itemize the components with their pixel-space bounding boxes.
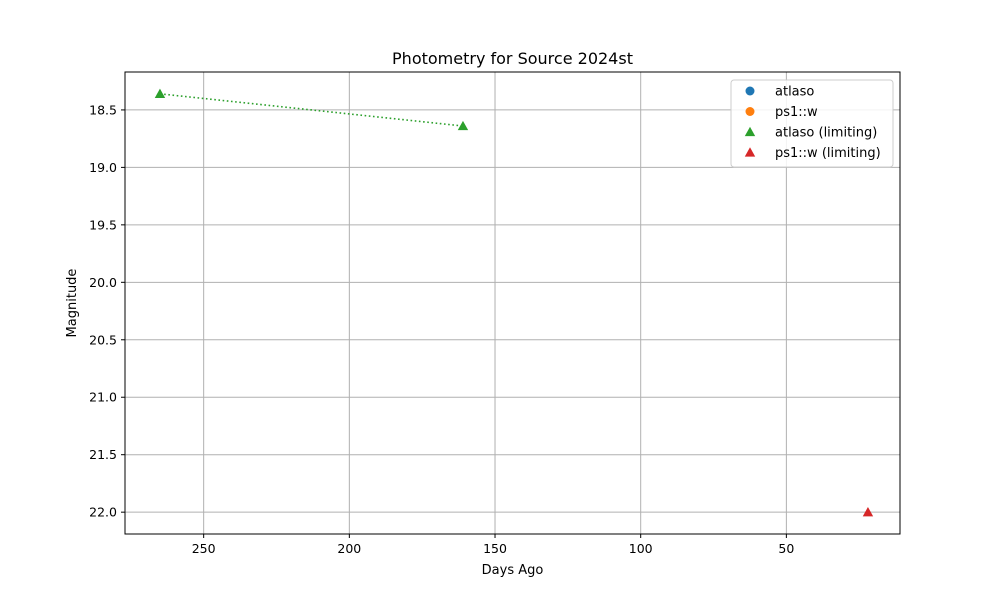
- x-tick-label: 50: [778, 541, 794, 556]
- y-tick-label: 19.0: [89, 160, 117, 175]
- x-tick-label: 100: [629, 541, 653, 556]
- y-tick-label: 20.5: [89, 332, 117, 347]
- chart-title: Photometry for Source 2024st: [392, 49, 633, 68]
- legend-entry: ps1::w (limiting): [775, 146, 881, 161]
- legend-marker: [745, 86, 755, 96]
- y-axis-title: Magnitude: [65, 269, 80, 338]
- data-point: [862, 506, 874, 517]
- x-tick-label: 150: [483, 541, 507, 556]
- plot-frame: [124, 71, 901, 535]
- grid: [125, 72, 900, 534]
- y-tick-label: 21.0: [89, 390, 117, 405]
- legend-entry: ps1::w: [775, 105, 818, 120]
- ticks: 250 200 150 100 50 18.5 19.0 19.5 20.0 20.5 21.0 21…: [89, 102, 794, 556]
- series-layer: [154, 88, 874, 517]
- data-point: [457, 120, 469, 131]
- y-tick-label: 20.0: [89, 275, 117, 290]
- x-tick-label: 200: [337, 541, 361, 556]
- y-tick-label: 22.0: [89, 505, 117, 520]
- legend-marker: [744, 126, 756, 137]
- x-tick-label: 250: [192, 541, 216, 556]
- legend-marker: [745, 107, 755, 116]
- x-axis-title: Days Ago: [482, 563, 544, 578]
- legend-entry: atlaso: [775, 85, 814, 100]
- legend-box: [730, 79, 894, 168]
- y-tick-label: 19.5: [89, 217, 117, 232]
- y-tick-label: 21.5: [89, 447, 117, 462]
- legend-entry: atlaso (limiting): [775, 126, 877, 141]
- data-point: [154, 88, 166, 98]
- legend-marker: [744, 147, 756, 157]
- y-tick-label: 18.5: [89, 102, 117, 117]
- series-line: [159, 93, 464, 127]
